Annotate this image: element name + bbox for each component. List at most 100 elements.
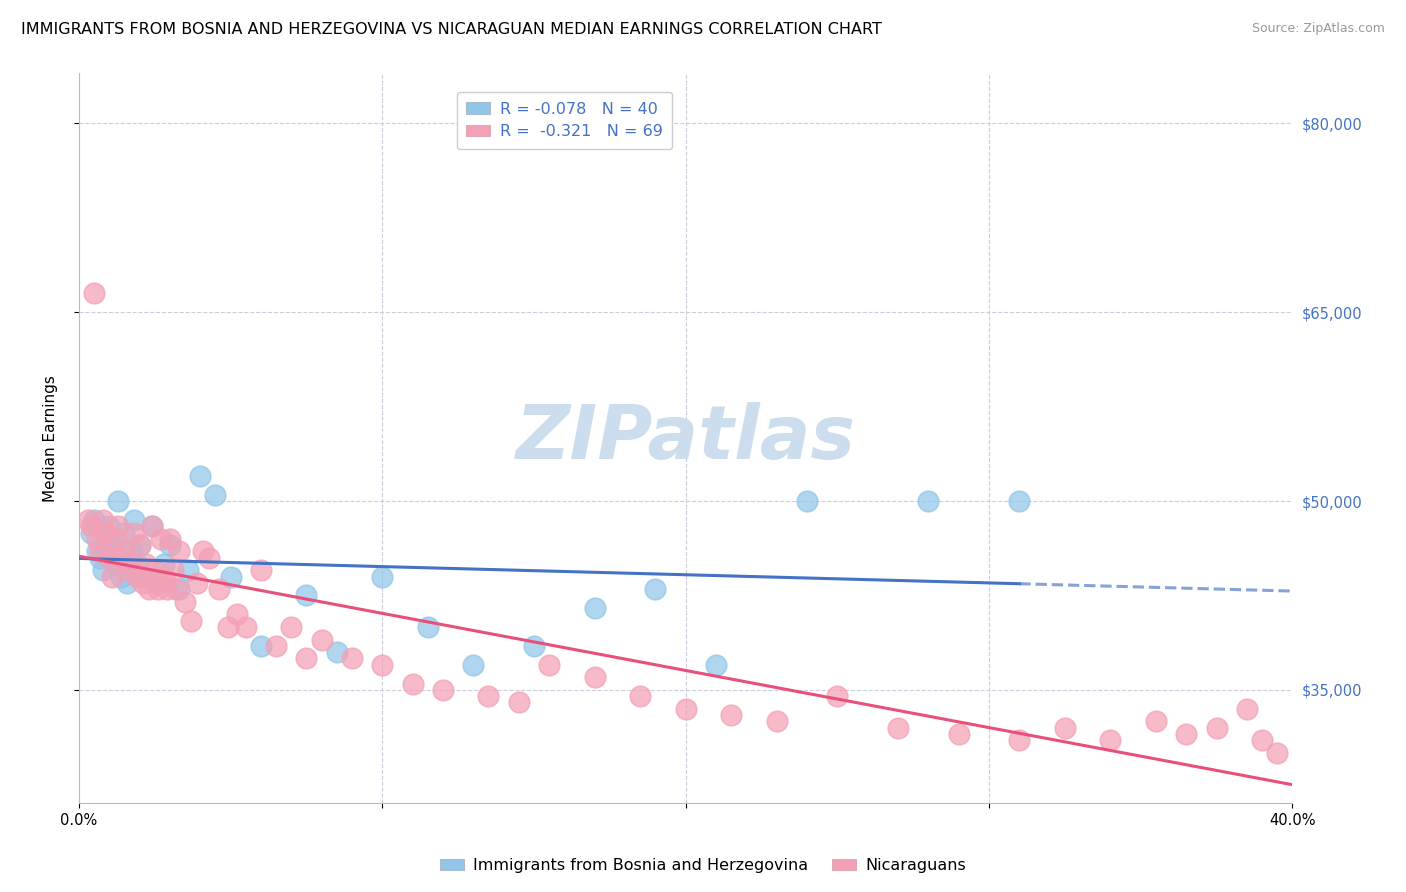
Point [77,513,100,527]
Point [120,557,142,571]
Point [340,651,363,665]
Point [887,721,910,735]
Point [83,513,105,527]
Point [508,696,530,710]
Point [250,639,273,653]
Point [948,727,970,741]
Point [167,582,190,597]
Point [1265,746,1288,760]
Point [1205,721,1227,735]
Point [463,657,485,672]
Point [110,569,132,583]
Point [153,557,176,571]
Y-axis label: Median Earnings: Median Earnings [44,375,58,501]
Point [174,595,197,609]
Point [98,519,121,533]
Point [225,607,247,622]
Point [796,494,818,508]
Point [1236,702,1258,716]
Point [583,601,606,615]
Point [177,563,200,577]
Point [104,532,127,546]
Point [180,614,202,628]
Point [217,620,239,634]
Point [204,488,226,502]
Point [583,670,606,684]
Point [675,702,697,716]
Point [1053,721,1076,735]
Point [141,519,163,533]
Point [401,676,423,690]
Point [141,519,163,533]
Point [720,708,742,723]
Point [101,569,124,583]
Point [89,550,111,565]
Point [371,657,394,672]
Point [432,682,454,697]
Point [186,575,208,590]
Text: ZIPatlas: ZIPatlas [516,401,856,475]
Point [86,544,108,558]
Point [101,538,124,552]
Point [98,550,121,565]
Point [1175,727,1198,741]
Point [110,550,132,565]
Point [91,563,114,577]
Point [765,714,787,729]
Point [207,582,229,597]
Point [644,582,666,597]
Point [131,575,153,590]
Point [167,544,190,558]
Point [371,569,394,583]
Point [96,532,118,546]
Point [1008,733,1031,747]
Point [295,589,318,603]
Point [107,519,129,533]
Point [1144,714,1167,729]
Point [295,651,318,665]
Text: IMMIGRANTS FROM BOSNIA AND HERZEGOVINA VS NICARAGUAN MEDIAN EARNINGS CORRELATION: IMMIGRANTS FROM BOSNIA AND HERZEGOVINA V… [21,22,882,37]
Point [165,582,187,597]
Point [146,575,169,590]
Point [80,525,103,540]
Point [193,544,215,558]
Point [1008,494,1031,508]
Point [117,575,139,590]
Point [83,286,105,301]
Point [114,544,136,558]
Point [827,689,849,703]
Point [1251,733,1274,747]
Point [264,639,287,653]
Legend: Immigrants from Bosnia and Herzegovina, Nicaraguans: Immigrants from Bosnia and Herzegovina, … [433,852,973,880]
Point [153,569,176,583]
Point [523,639,546,653]
Point [280,620,302,634]
Point [107,494,129,508]
Point [156,582,179,597]
Point [135,557,157,571]
Point [122,525,145,540]
Point [326,645,349,659]
Point [146,582,169,597]
Point [628,689,651,703]
Point [149,532,172,546]
Point [143,563,166,577]
Point [122,513,145,527]
Point [188,468,211,483]
Point [311,632,333,647]
Point [250,563,273,577]
Point [538,657,561,672]
Point [416,620,439,634]
Point [125,557,148,571]
Point [125,569,148,583]
Point [120,544,142,558]
Point [114,525,136,540]
Point [96,525,118,540]
Point [135,569,157,583]
Point [159,532,181,546]
Point [117,563,139,577]
Point [477,689,499,703]
Point [138,582,160,597]
Point [91,513,114,527]
Point [219,569,242,583]
